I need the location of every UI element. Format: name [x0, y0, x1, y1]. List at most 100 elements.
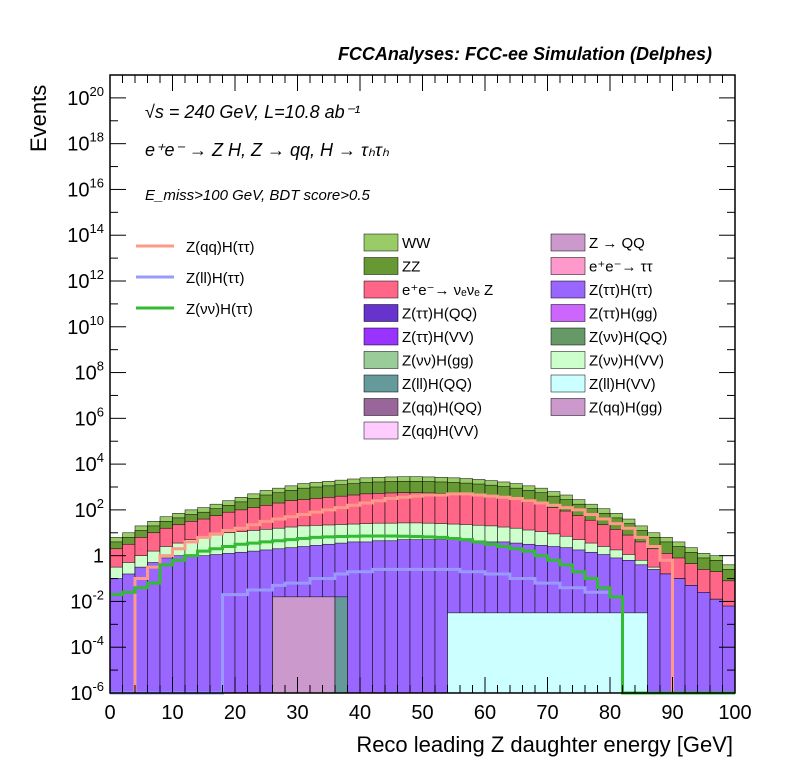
legend-swatch-12: [363, 374, 399, 393]
legend-swatch-10: [363, 351, 399, 369]
bar-z-h-12: [259, 549, 273, 694]
bar-z-h-11: [247, 550, 261, 694]
legend-swatch-4: [363, 280, 399, 299]
bar-z-h-22: [384, 540, 398, 694]
legend-swatch-5: [550, 280, 586, 299]
y-tick-label-4: 104: [75, 450, 104, 476]
y-tick-label-12: 1012: [67, 267, 104, 293]
x-tick-label-80: 80: [599, 702, 621, 724]
legend-swatch-16: [363, 421, 399, 440]
y-tick-label-0: 1: [93, 546, 104, 568]
legend-label-6: Z(ττ)H(QQ): [402, 306, 477, 323]
x-tick-label-10: 10: [161, 702, 183, 724]
chart-title: FCCAnalyses: FCC-ee Simulation (Delphes): [338, 44, 712, 64]
bar-z-h-20: [359, 541, 373, 694]
y-tick-label--6: 10-6: [70, 679, 104, 705]
legend: Z(qq)H(ττ) Z(ll)H(ττ) Z(νν)H(ττ) WW Z → QQ ZZ…: [136, 233, 667, 440]
signal-line-z-h: [110, 534, 735, 695]
legend-label-16: Z(qq)H(VV): [402, 423, 479, 440]
x-tick-label-30: 30: [286, 702, 308, 724]
y-tick-label-10: 1010: [67, 313, 104, 339]
legend-label-2: ZZ: [402, 259, 420, 276]
legend-label-signal-1: Z(ll)H(ττ): [186, 270, 245, 287]
y-tick-label-6: 106: [75, 404, 104, 430]
bar-z-h-2: [134, 566, 148, 694]
x-axis-label: Reco leading Z daughter energy [GeV]: [356, 732, 733, 757]
bar-z-h-7: [197, 555, 211, 694]
x-tick-label-70: 70: [536, 702, 558, 724]
bar-z-h-23: [397, 539, 411, 694]
bar-z-h-49: [722, 605, 736, 694]
legend-swatch-1: [550, 233, 586, 252]
legend-swatch-0: [363, 233, 399, 252]
annotation-energy: √s = 240 GeV, L=10.8 ab⁻¹: [145, 102, 360, 122]
bar-z-h-24: [409, 539, 423, 694]
legend-label-signal-2: Z(νν)H(ττ): [186, 301, 253, 318]
legend-label-13: Z(ll)H(VV): [589, 376, 656, 393]
legend-label-11: Z(νν)H(VV): [589, 353, 664, 370]
signal-lines: [110, 492, 735, 695]
bar-z-h-43: [647, 569, 661, 694]
legend-label-9: Z(νν)H(QQ): [589, 329, 667, 346]
legend-swatch-11: [550, 351, 586, 369]
bar-z-h-6: [184, 555, 198, 694]
bar-z-h-4: [159, 557, 173, 694]
y-tick-label-2: 102: [75, 496, 104, 522]
legend-label-8: Z(ττ)H(VV): [402, 329, 474, 346]
legend-swatch-8: [363, 327, 399, 346]
bar-z-h-5: [172, 555, 186, 694]
y-tick-label-14: 1014: [67, 221, 104, 247]
legend-label-10: Z(νν)H(gg): [402, 353, 474, 370]
bar-z-h-26: [434, 539, 448, 694]
legend-swatch-7: [550, 304, 586, 322]
x-tick-label-60: 60: [474, 702, 496, 724]
legend-label-15: Z(qq)H(gg): [589, 400, 662, 417]
legend-label-signal-0: Z(qq)H(ττ): [186, 239, 255, 256]
y-tick-label--2: 10-2: [70, 587, 104, 613]
bar-z-h-48: [709, 598, 723, 694]
legend-label-7: Z(ττ)H(gg): [589, 306, 658, 323]
legend-label-0: WW: [402, 235, 431, 252]
axes: 0 10 20 30 40 50 60 70 80 90 10010-610-410-2110210…: [67, 74, 752, 724]
legend-label-3: e⁺e⁻→ ττ: [589, 259, 653, 276]
y-tick-label-16: 1016: [67, 175, 104, 201]
bar-z-h-46: [684, 585, 698, 694]
bar-z-h-9: [222, 553, 236, 694]
legend-swatch-6: [363, 304, 399, 322]
bar-z-h-47: [697, 592, 711, 694]
annotation-process: e⁺e⁻ → Z H, Z → qq, H → τₕτₕ: [145, 140, 390, 160]
legend-swatch-15: [550, 398, 586, 416]
bar-z-ll-h-qq: [334, 596, 348, 694]
bar-z-h-10: [234, 551, 248, 694]
y-tick-label--4: 10-4: [70, 633, 104, 659]
legend-label-4: e⁺e⁻→ νₑνₑ Z: [402, 282, 493, 299]
bar-z-h-21: [372, 540, 386, 694]
legend-swatch-9: [550, 327, 586, 346]
legend-swatch-2: [363, 257, 399, 275]
y-tick-label-8: 108: [75, 359, 104, 385]
bar-z-qq-h-gg: [272, 596, 336, 694]
legend-label-5: Z(ττ)H(ττ): [589, 282, 653, 299]
legend-swatch-13: [550, 374, 586, 393]
bar-z-h-45: [672, 578, 686, 694]
x-tick-label-100: 100: [718, 702, 751, 724]
y-tick-label-18: 1018: [67, 130, 104, 156]
x-tick-label-90: 90: [661, 702, 683, 724]
bar-z-h-25: [422, 539, 436, 694]
legend-swatch-14: [363, 398, 399, 416]
x-tick-label-50: 50: [411, 702, 433, 724]
x-tick-label-40: 40: [349, 702, 371, 724]
x-tick-label-0: 0: [104, 702, 115, 724]
legend-label-14: Z(qq)H(QQ): [402, 400, 482, 417]
y-tick-label-20: 1020: [67, 84, 104, 110]
bar-z-h-19: [347, 541, 361, 694]
y-axis-label: Events: [26, 85, 51, 152]
legend-label-1: Z → QQ: [589, 235, 645, 252]
signal-line-z-qq-h: [110, 492, 735, 695]
bar-z-h-8: [209, 554, 223, 694]
x-tick-label-20: 20: [224, 702, 246, 724]
legend-swatch-3: [550, 257, 586, 275]
legend-label-12: Z(ll)H(QQ): [402, 376, 472, 393]
annotation-cuts: E_miss>100 GeV, BDT score>0.5: [145, 187, 370, 204]
